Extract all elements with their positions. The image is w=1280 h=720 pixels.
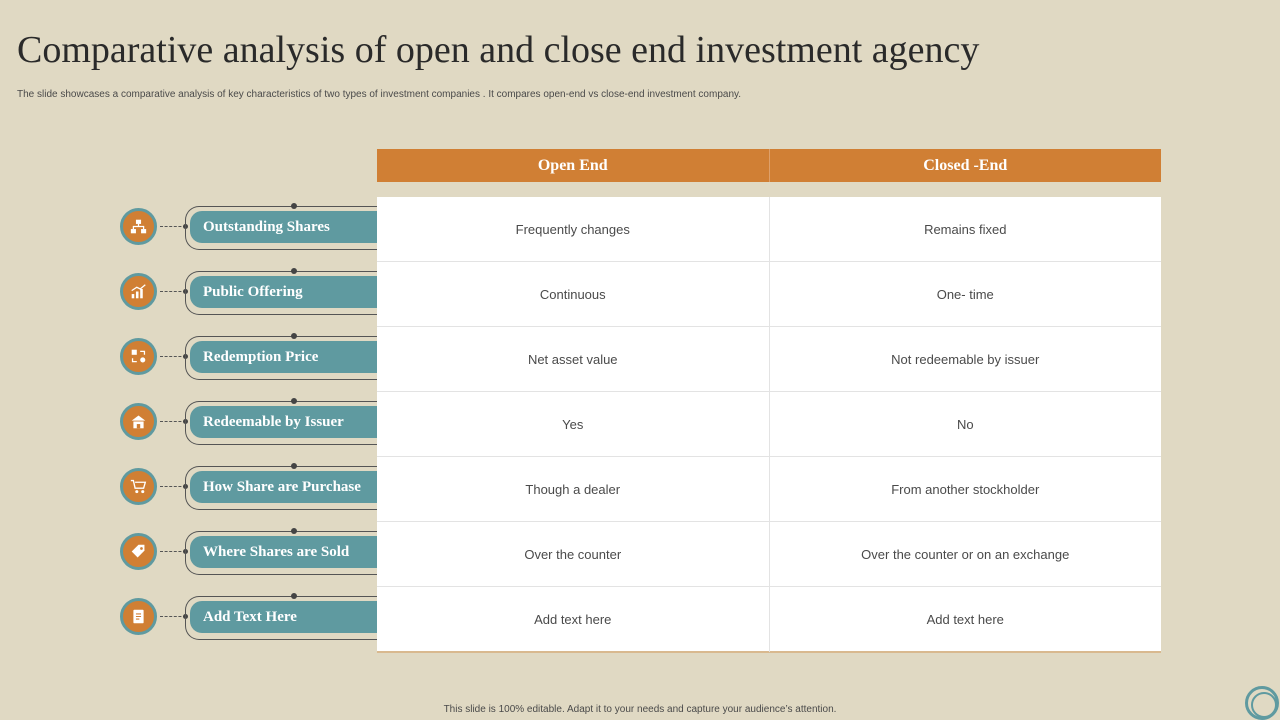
connector-line bbox=[160, 226, 186, 227]
open-end-cell: Add text here bbox=[534, 612, 612, 627]
label-bracket bbox=[185, 271, 377, 315]
bracket-dot bbox=[291, 268, 297, 274]
network-icon bbox=[120, 208, 157, 245]
row-label-add-text-here: Add Text Here bbox=[0, 588, 377, 653]
row-label: Redemption Price bbox=[190, 341, 377, 373]
row-label-how-share-are-purchase: How Share are Purchase bbox=[0, 458, 377, 523]
open-end-cell: Continuous bbox=[539, 286, 606, 302]
bracket-dot bbox=[291, 463, 297, 469]
label-bracket bbox=[185, 466, 377, 510]
row-label-where-shares-are-sold: Where Shares are Sold bbox=[0, 523, 377, 588]
label-bracket bbox=[185, 336, 377, 380]
closed-end-cell: Remains fixed bbox=[768, 197, 1162, 261]
table-row: Add text here Add text here bbox=[377, 587, 1161, 652]
open-end-cell: Net asset value bbox=[527, 351, 618, 367]
table-row: Though a dealer From another stockholder bbox=[377, 457, 1161, 522]
row-label: Redeemable by Issuer bbox=[190, 406, 377, 438]
table-row: Frequently changes Remains fixed bbox=[377, 197, 1161, 262]
row-label-public-offering: Public Offering bbox=[0, 263, 377, 328]
price-tag-icon bbox=[120, 533, 157, 570]
slide-title: Comparative analysis of open and close e… bbox=[17, 29, 980, 71]
connector-line bbox=[160, 421, 186, 422]
row-label: How Share are Purchase bbox=[190, 471, 377, 503]
closed-end-cell: Over the counter or on an exchange bbox=[768, 522, 1162, 586]
open-end-cell: Frequently changes bbox=[515, 221, 630, 237]
row-label: Outstanding Shares bbox=[190, 211, 377, 243]
closed-end-cell: Add text here bbox=[768, 587, 1162, 652]
row-label-redemption-price: Redemption Price bbox=[0, 328, 377, 393]
closed-end-cell: From another stockholder bbox=[768, 457, 1162, 521]
row-label-redeemable-by-issuer: Redeemable by Issuer bbox=[0, 393, 377, 458]
bracket-dot bbox=[291, 203, 297, 209]
row-label: Add Text Here bbox=[190, 601, 377, 633]
comparison-table: Frequently changes Remains fixed Continu… bbox=[377, 197, 1161, 653]
label-bracket bbox=[185, 596, 377, 640]
connector-line bbox=[160, 616, 186, 617]
slide-footer: This slide is 100% editable. Adapt it to… bbox=[443, 704, 837, 715]
connector-line bbox=[160, 551, 186, 552]
connector-line bbox=[160, 291, 186, 292]
open-end-cell: Though a dealer bbox=[525, 481, 621, 497]
corner-ring-icon bbox=[1245, 686, 1279, 720]
closed-end-cell: Not redeemable by issuer bbox=[768, 327, 1162, 391]
label-bracket bbox=[185, 206, 377, 250]
open-end-cell: Yes bbox=[562, 416, 584, 432]
header-closed-end: Closed -End bbox=[768, 149, 1162, 182]
shopping-cart-icon bbox=[120, 468, 157, 505]
bracket-dot bbox=[291, 528, 297, 534]
document-icon bbox=[120, 598, 157, 635]
header-open-end: Open End bbox=[537, 156, 608, 174]
table-row: Over the counter Over the counter or on … bbox=[377, 522, 1161, 587]
table-header: Open End Closed -End bbox=[377, 149, 1161, 182]
open-end-cell: Over the counter bbox=[524, 546, 622, 562]
growth-chart-icon bbox=[120, 273, 157, 310]
bracket-dot bbox=[291, 333, 297, 339]
table-row: Net asset value Not redeemable by issuer bbox=[377, 327, 1161, 392]
label-bracket bbox=[185, 531, 377, 575]
connector-line bbox=[160, 356, 186, 357]
bracket-dot bbox=[291, 593, 297, 599]
building-icon bbox=[120, 403, 157, 440]
bracket-dot bbox=[291, 398, 297, 404]
row-label: Public Offering bbox=[190, 276, 377, 308]
connector-line bbox=[160, 486, 186, 487]
slide-subtitle: The slide showcases a comparative analys… bbox=[17, 89, 742, 100]
table-row: Continuous One- time bbox=[377, 262, 1161, 327]
row-label: Where Shares are Sold bbox=[190, 536, 377, 568]
label-bracket bbox=[185, 401, 377, 445]
row-label-outstanding-shares: Outstanding Shares bbox=[0, 198, 377, 263]
table-row: Yes No bbox=[377, 392, 1161, 457]
closed-end-cell: No bbox=[768, 392, 1162, 456]
closed-end-cell: One- time bbox=[768, 262, 1162, 326]
exchange-icon bbox=[120, 338, 157, 375]
